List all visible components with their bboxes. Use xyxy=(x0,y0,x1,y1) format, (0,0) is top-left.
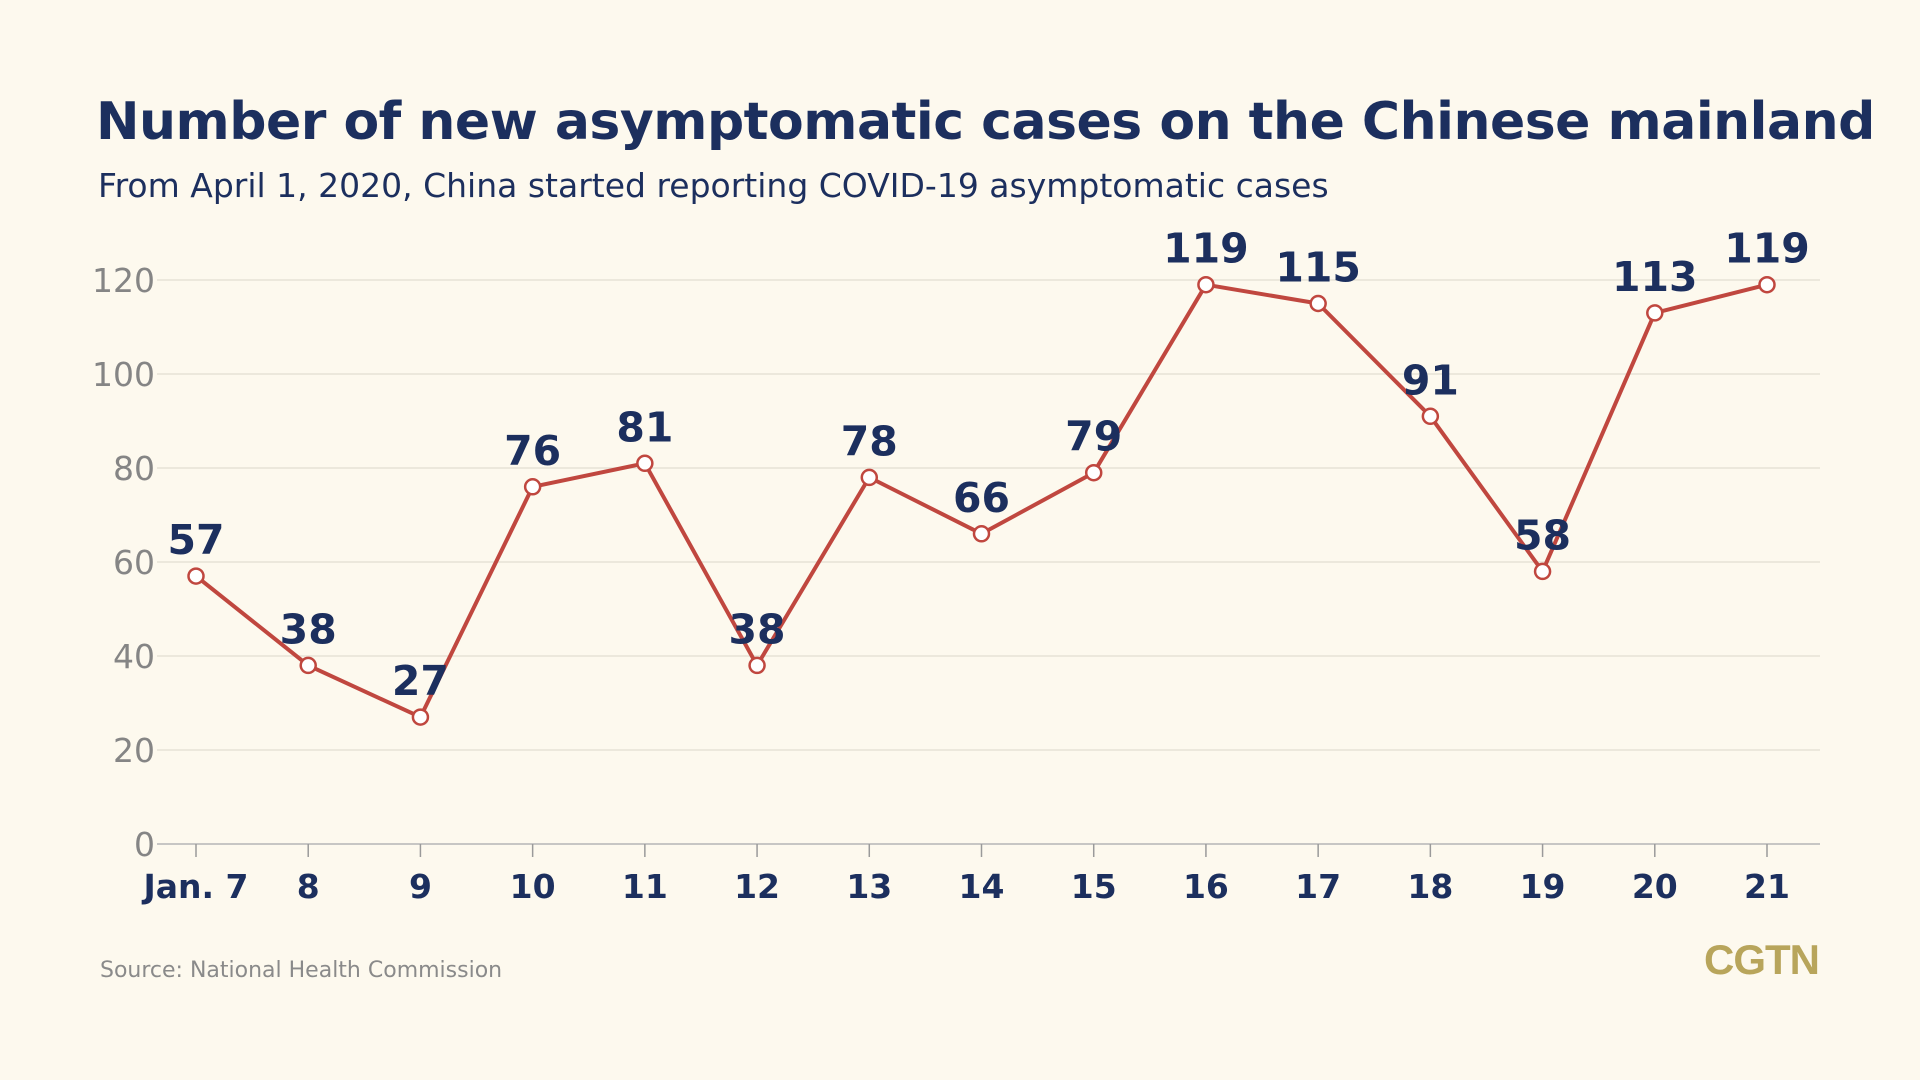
x-tick-label: 17 xyxy=(1295,867,1341,906)
y-tick-label: 120 xyxy=(92,261,155,300)
data-point xyxy=(748,656,766,675)
data-label: 66 xyxy=(953,474,1010,522)
chart-subtitle: From April 1, 2020, China started report… xyxy=(98,166,1329,205)
data-point xyxy=(636,454,654,473)
data-label: 113 xyxy=(1612,253,1698,301)
data-point xyxy=(411,708,430,726)
y-tick-label: 40 xyxy=(113,637,155,676)
data-label: 57 xyxy=(167,516,224,564)
data-label: 91 xyxy=(1402,356,1459,404)
x-tick-label: 20 xyxy=(1632,867,1678,906)
data-label: 119 xyxy=(1724,225,1810,273)
data-label: 76 xyxy=(504,427,561,475)
x-tick-label: Jan. 7 xyxy=(141,867,248,906)
data-label: 115 xyxy=(1275,244,1361,292)
data-label: 81 xyxy=(616,403,673,451)
source-note: Source: National Health Commission xyxy=(100,958,503,983)
x-tick-label: 8 xyxy=(297,867,320,906)
data-point xyxy=(1758,275,1776,294)
data-point xyxy=(1421,407,1440,426)
data-label: 119 xyxy=(1163,225,1249,273)
data-label: 79 xyxy=(1065,413,1122,461)
x-tick-label: 11 xyxy=(622,867,668,906)
x-tick-label: 15 xyxy=(1071,867,1117,906)
y-tick-label: 100 xyxy=(92,355,155,394)
x-tick-label: 16 xyxy=(1183,867,1229,906)
data-label: 38 xyxy=(729,605,786,653)
data-point xyxy=(1533,562,1552,581)
chart-title: Number of new asymptomatic cases on the … xyxy=(96,92,1875,152)
data-point xyxy=(1084,463,1103,482)
data-point xyxy=(1197,275,1215,294)
x-tick-label: 14 xyxy=(959,867,1005,906)
data-label: 58 xyxy=(1514,511,1571,559)
data-point xyxy=(187,567,205,585)
y-tick-label: 0 xyxy=(134,825,155,864)
x-tick-label: 21 xyxy=(1744,867,1790,906)
data-point xyxy=(1646,304,1664,322)
y-tick-label: 80 xyxy=(113,449,155,488)
data-point xyxy=(860,468,879,487)
x-tick-label: 10 xyxy=(510,867,556,906)
x-tick-label: 13 xyxy=(846,867,892,906)
data-label: 38 xyxy=(280,605,337,653)
y-tick-label: 20 xyxy=(113,731,155,770)
x-tick-label: 19 xyxy=(1520,867,1566,906)
data-point xyxy=(1309,294,1327,313)
x-tick-label: 9 xyxy=(409,867,432,906)
x-tick-label: 18 xyxy=(1407,867,1453,906)
data-point xyxy=(299,656,317,675)
data-point xyxy=(523,478,542,496)
data-label: 78 xyxy=(841,417,898,465)
y-tick-label: 60 xyxy=(113,543,155,582)
data-label: 27 xyxy=(392,657,449,705)
cgtn-logo: CGTN xyxy=(1704,936,1820,983)
data-point xyxy=(972,525,991,543)
x-tick-label: 12 xyxy=(734,867,780,906)
